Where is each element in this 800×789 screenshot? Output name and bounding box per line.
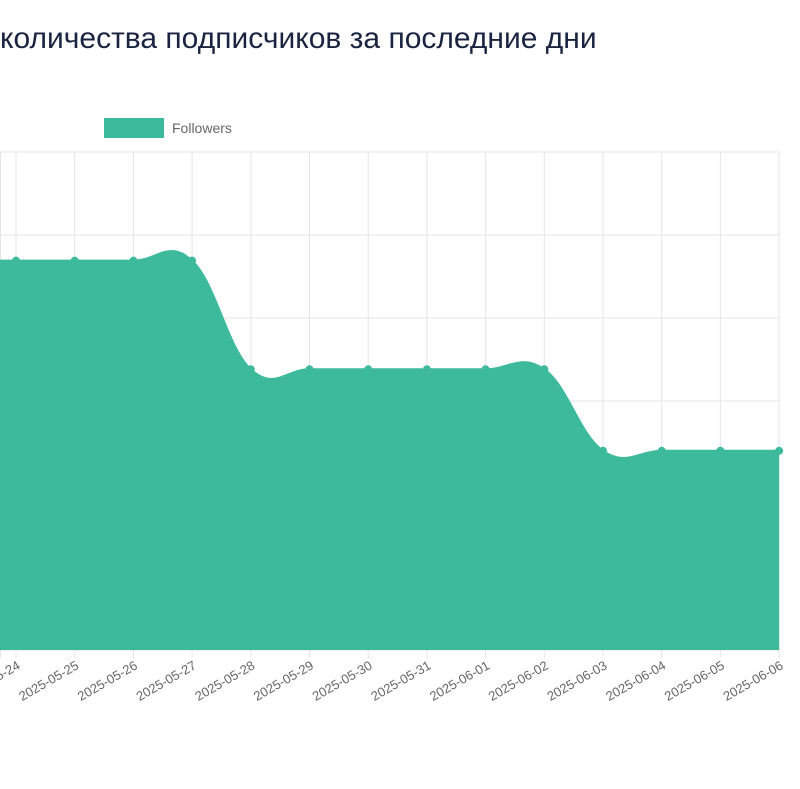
x-tick-label: 2025-06-01 (427, 658, 492, 704)
legend[interactable]: Followers (104, 118, 232, 138)
data-point (305, 365, 314, 374)
x-tick-label: 2025-05-31 (368, 658, 433, 704)
x-tick-label: 2025-06-06 (721, 658, 786, 704)
data-point (364, 365, 373, 374)
followers-line (0, 250, 780, 460)
data-point (775, 446, 784, 455)
x-tick-label: 2025-05-30 (310, 658, 375, 704)
legend-swatch (104, 118, 164, 138)
x-tick-label: 2025-06-03 (544, 658, 609, 704)
x-tick-label: 2025-05-26 (75, 658, 140, 704)
legend-label: Followers (172, 120, 232, 136)
data-point (657, 446, 666, 455)
data-point (716, 446, 725, 455)
x-tick-label: 2025-05-29 (251, 658, 316, 704)
data-point (540, 365, 549, 374)
x-tick-label: 2025-06-04 (603, 658, 668, 704)
x-tick-label: 2025-05-25 (16, 658, 81, 704)
followers-area (0, 250, 780, 650)
data-point (481, 365, 490, 374)
data-point (70, 256, 79, 265)
data-point (129, 256, 138, 265)
data-point (246, 365, 255, 374)
page-title: количества подписчиков за последние дни (0, 22, 597, 55)
x-tick-label: 2025-05-28 (192, 658, 257, 704)
data-point (599, 446, 607, 455)
x-tick-label: 2025-06-02 (486, 658, 551, 704)
data-point (422, 365, 431, 374)
data-point (188, 256, 197, 265)
x-tick-label: 2025-06-05 (662, 658, 727, 704)
data-point (12, 256, 20, 265)
x-tick-label: 2025-05-27 (134, 658, 199, 704)
